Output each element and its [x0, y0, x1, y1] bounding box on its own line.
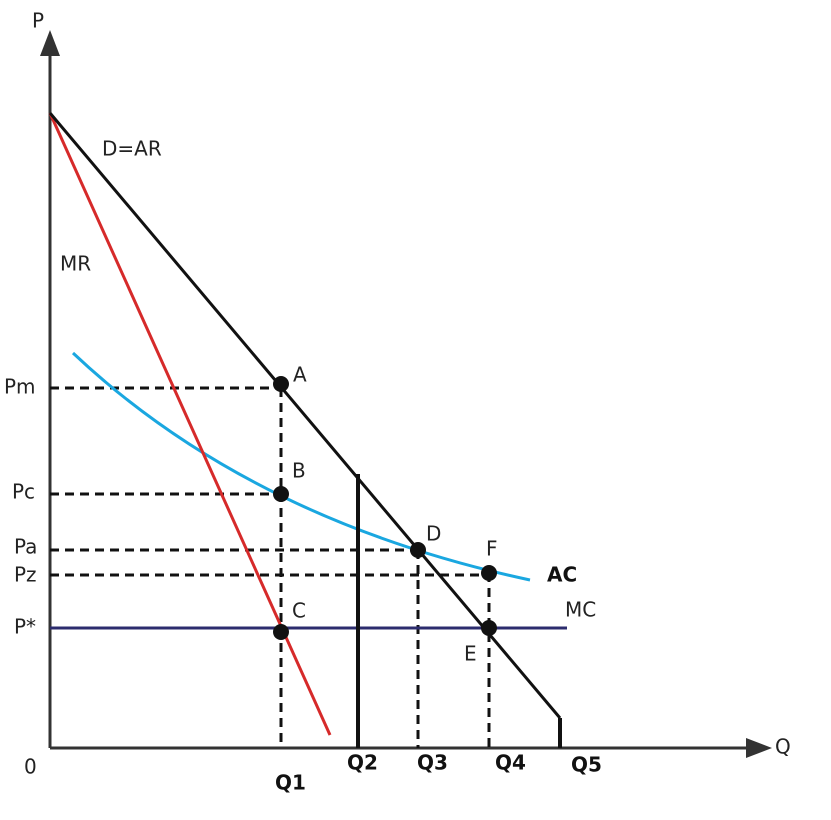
quantity-label: Q2	[347, 751, 378, 775]
point-d	[410, 542, 426, 558]
mr-line	[48, 112, 332, 736]
point-label: E	[464, 642, 477, 666]
price-label: Pc	[12, 480, 35, 504]
x-axis-label: Q	[775, 735, 791, 759]
point-c	[273, 624, 289, 640]
point-label: F	[486, 537, 498, 561]
mr-label: MR	[60, 252, 91, 276]
price-label: Pa	[14, 535, 37, 559]
quantity-label: Q1	[275, 771, 306, 795]
point-label: A	[293, 363, 307, 387]
point-f	[481, 565, 497, 581]
point-a	[273, 376, 289, 392]
quantity-label: Q4	[495, 751, 526, 775]
mc-label: MC	[565, 598, 596, 622]
point-label: C	[292, 599, 306, 623]
x-arrow	[746, 738, 772, 758]
price-label: P*	[14, 615, 36, 639]
demand-line	[48, 112, 562, 719]
price-label: Pm	[4, 375, 36, 399]
demand-label: D=AR	[102, 137, 162, 161]
price-label: Pz	[14, 563, 37, 587]
y-axis-label: P	[32, 9, 44, 33]
point-b	[273, 486, 289, 502]
quantity-label: Q5	[571, 753, 602, 777]
point-label: B	[292, 459, 306, 483]
y-arrow	[40, 30, 60, 56]
point-e	[481, 620, 497, 636]
ac-label: AC	[547, 563, 577, 587]
origin-label: 0	[24, 755, 37, 779]
quantity-label: Q3	[417, 751, 448, 775]
point-label: D	[426, 522, 441, 546]
